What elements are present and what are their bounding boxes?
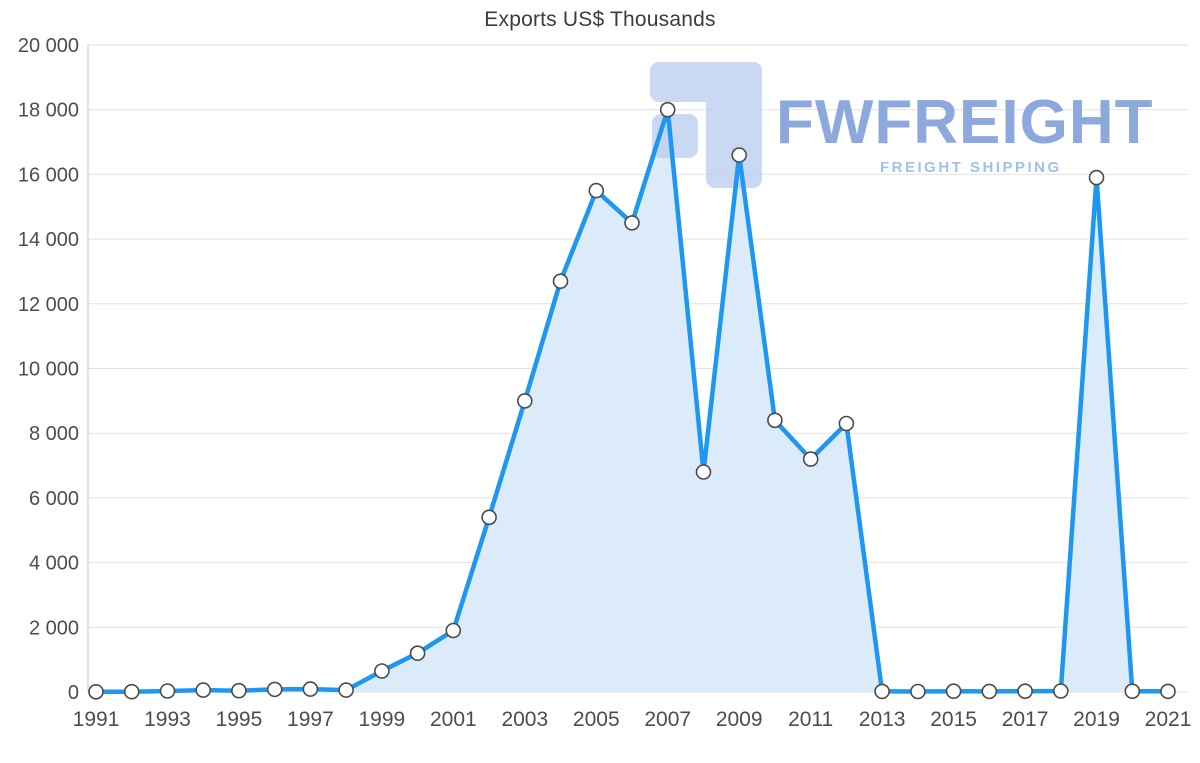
data-point-marker [767, 412, 783, 429]
data-point-marker [445, 622, 462, 639]
x-tick-label: 2009 [716, 708, 763, 731]
data-point-marker [1088, 169, 1105, 186]
data-point-marker [1160, 683, 1176, 700]
y-tick-label: 2 000 [29, 617, 79, 639]
y-tick-label: 4 000 [29, 553, 79, 575]
x-tick-label: 2005 [573, 708, 620, 731]
x-tick-label: 2013 [859, 708, 906, 731]
data-point-marker [159, 683, 176, 699]
data-point-marker [516, 393, 533, 409]
data-point-marker [374, 663, 390, 679]
data-point-marker [624, 215, 640, 231]
y-tick-label: 0 [68, 682, 79, 704]
chart-title: Exports US$ Thousands [484, 8, 716, 31]
data-point-marker [88, 683, 104, 700]
x-tick-label: 2003 [501, 708, 548, 731]
data-point-marker [910, 683, 926, 700]
watermark-text: FWFREIGHT [776, 88, 1154, 157]
y-tick-label: 6 000 [29, 488, 79, 510]
y-tick-label: 16 000 [18, 164, 79, 186]
data-point-marker [1124, 683, 1141, 700]
data-point-marker [731, 147, 748, 163]
series-area-fill [96, 109, 1168, 692]
data-point-marker [981, 683, 998, 700]
x-tick-label: 1999 [359, 708, 406, 731]
data-point-marker [874, 683, 890, 700]
x-tick-label: 1995 [216, 708, 263, 731]
y-tick-label: 20 000 [18, 35, 79, 57]
y-tick-label: 18 000 [18, 100, 79, 122]
data-point-marker [695, 464, 712, 480]
data-point-marker [302, 681, 319, 697]
x-tick-label: 2007 [644, 708, 691, 731]
x-tick-label: 1997 [287, 708, 334, 731]
data-point-marker [338, 682, 354, 698]
data-point-marker [481, 509, 497, 526]
data-point-marker [659, 101, 676, 118]
x-tick-label: 2001 [430, 708, 477, 731]
data-point-marker [588, 182, 605, 199]
x-tick-label: 1991 [73, 708, 120, 731]
data-point-marker [1053, 683, 1069, 699]
x-tick-label: 2019 [1073, 708, 1120, 731]
data-point-marker [1017, 683, 1033, 700]
watermark-subtext: FREIGHT SHIPPING [880, 159, 1062, 176]
data-point-marker [945, 683, 962, 700]
y-tick-label: 12 000 [18, 294, 79, 316]
y-tick-label: 14 000 [18, 229, 79, 251]
data-point-marker [123, 683, 140, 700]
x-tick-label: 2011 [788, 708, 833, 731]
data-point-marker [231, 682, 247, 699]
data-point-marker [838, 415, 855, 432]
data-point-marker [266, 681, 283, 698]
data-point-marker [802, 451, 819, 467]
y-tick-label: 10 000 [18, 359, 79, 381]
x-tick-label: 2021 [1145, 708, 1192, 731]
data-point-marker [552, 273, 569, 290]
x-tick-label: 2015 [930, 708, 977, 731]
data-point-marker [195, 682, 211, 698]
y-tick-label: 8 000 [29, 423, 79, 445]
x-tick-label: 2017 [1002, 708, 1049, 731]
data-point-marker [409, 645, 426, 662]
x-tick-label: 1993 [144, 708, 191, 731]
